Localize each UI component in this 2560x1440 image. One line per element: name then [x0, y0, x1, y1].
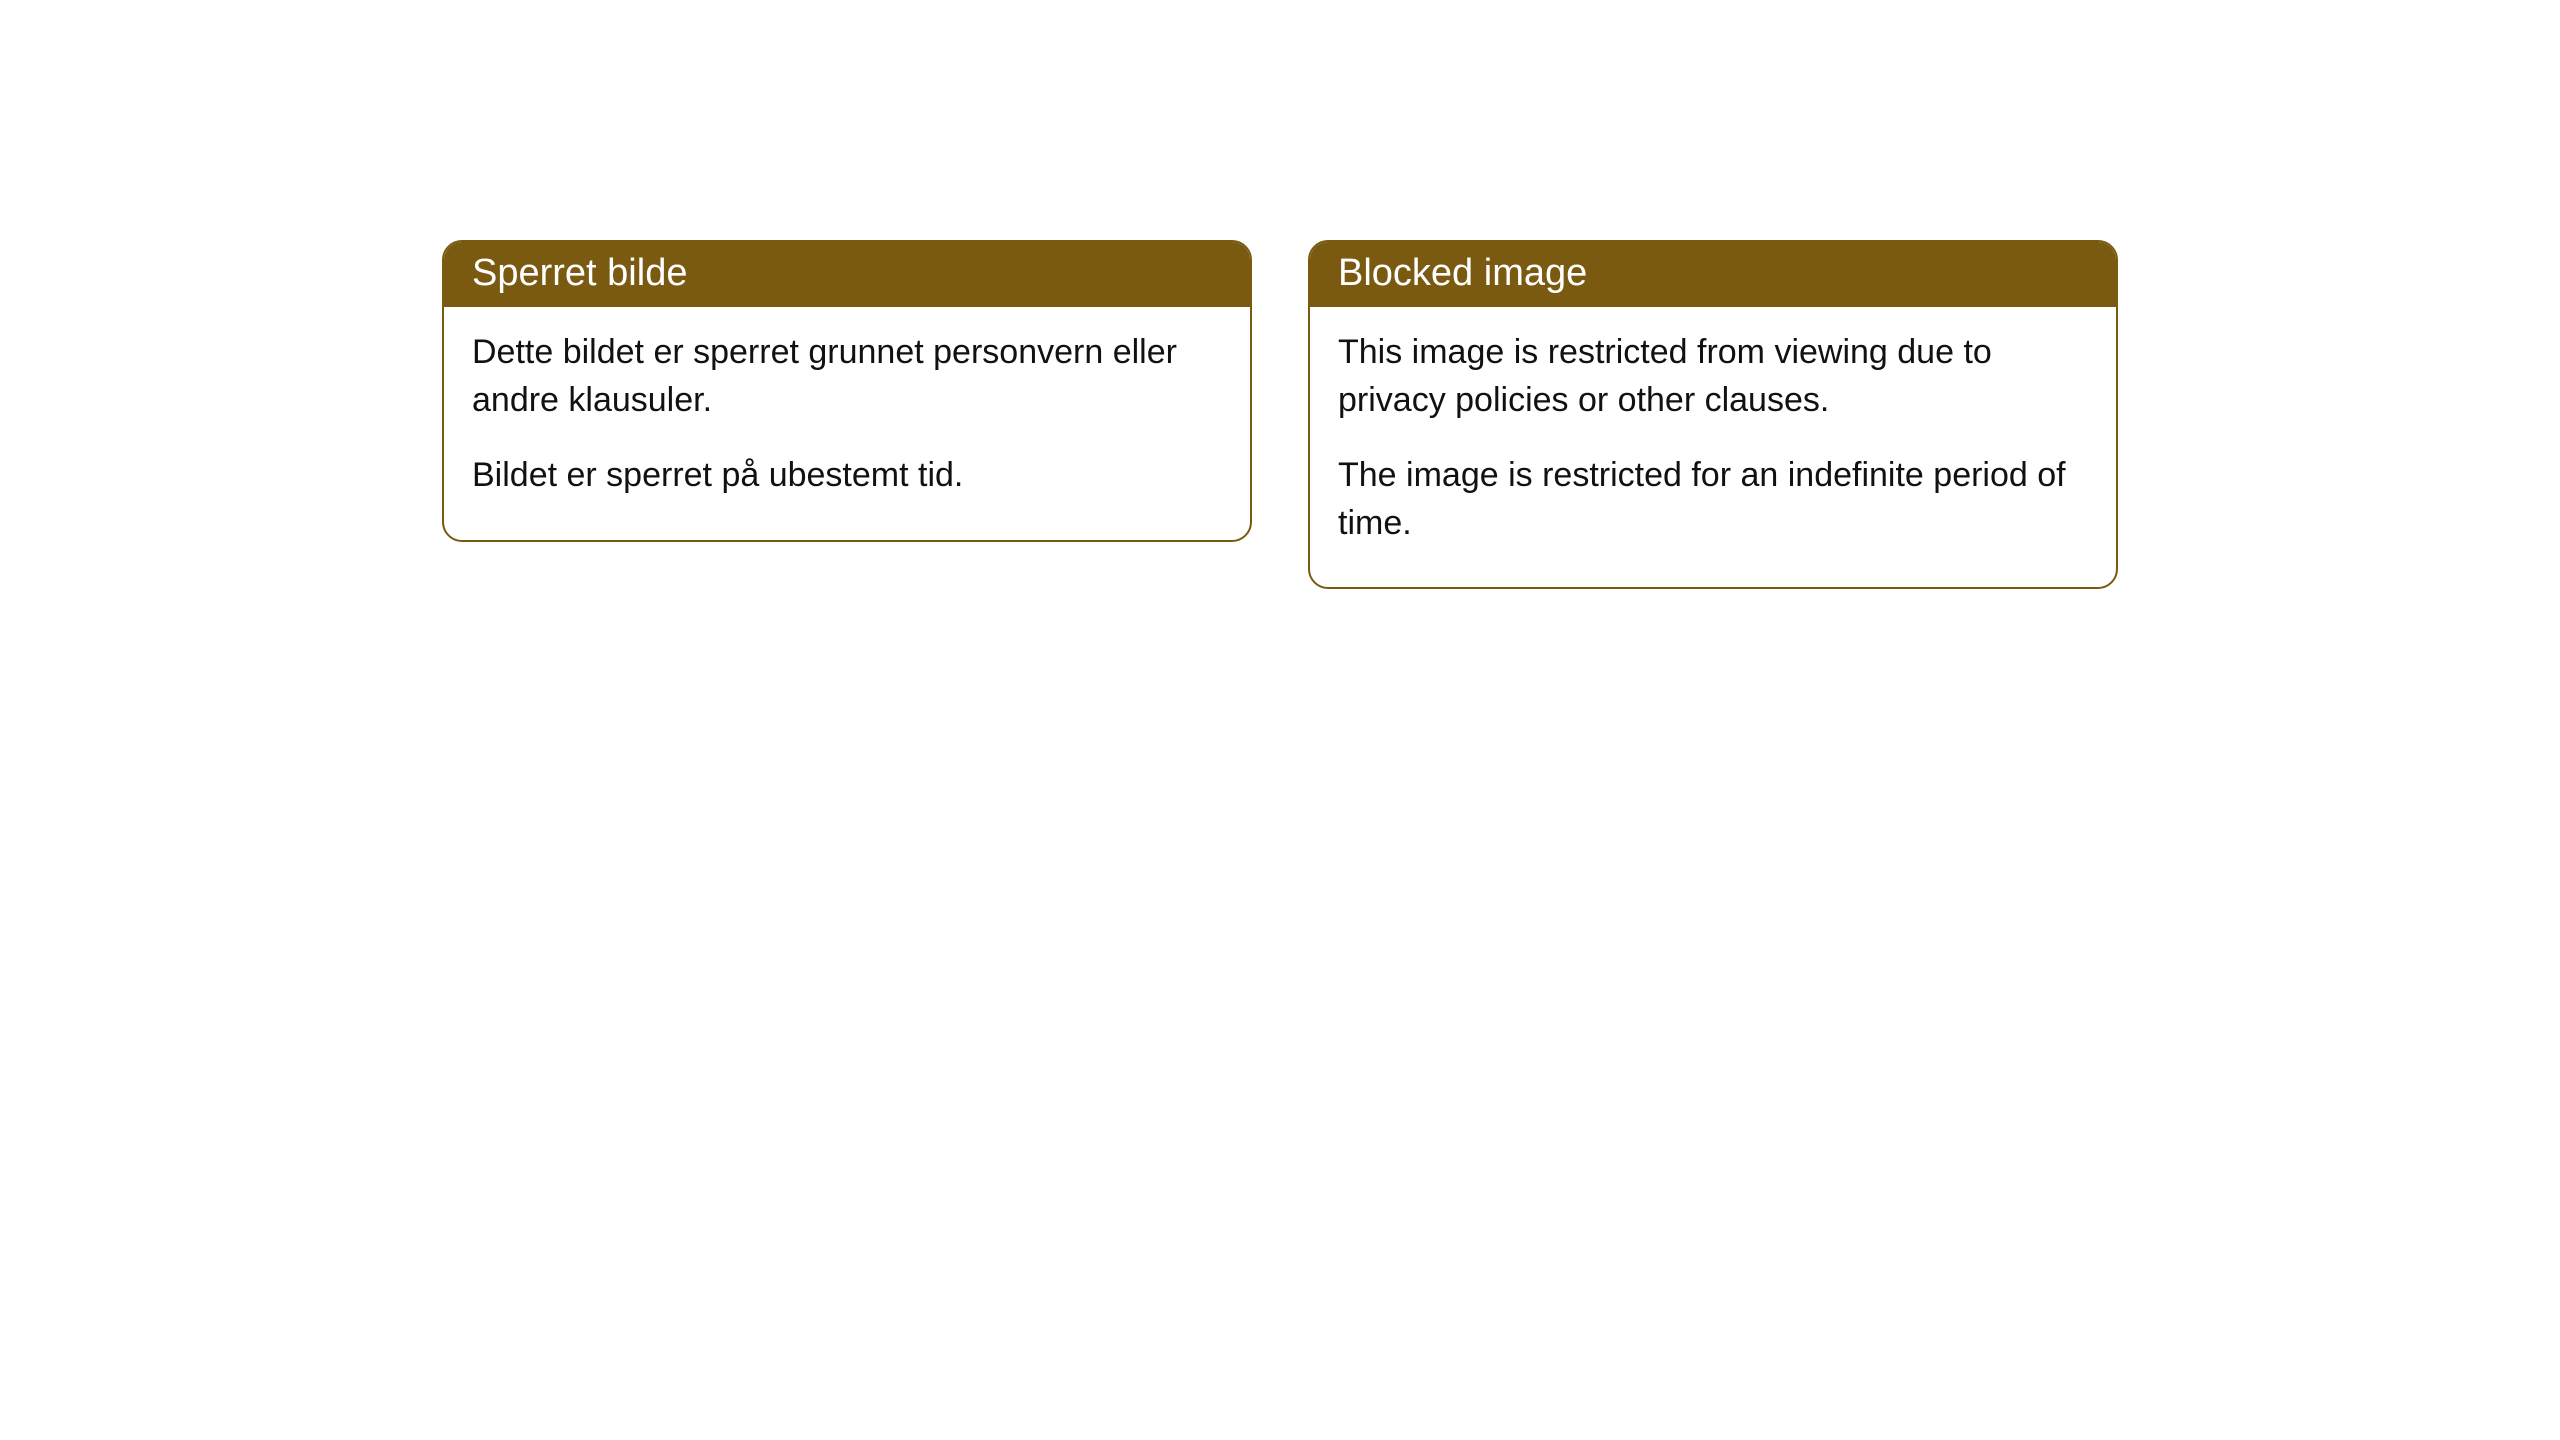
notice-paragraph: The image is restricted for an indefinit… — [1338, 452, 2088, 547]
notice-header: Sperret bilde — [444, 242, 1250, 307]
notice-paragraph: This image is restricted from viewing du… — [1338, 329, 2088, 424]
notice-box-norwegian: Sperret bilde Dette bildet er sperret gr… — [442, 240, 1252, 542]
notice-body: Dette bildet er sperret grunnet personve… — [444, 307, 1250, 540]
notice-body: This image is restricted from viewing du… — [1310, 307, 2116, 587]
notice-title: Blocked image — [1338, 252, 1587, 294]
notice-title: Sperret bilde — [472, 252, 687, 294]
notice-header: Blocked image — [1310, 242, 2116, 307]
notice-paragraph: Dette bildet er sperret grunnet personve… — [472, 329, 1222, 424]
notices-container: Sperret bilde Dette bildet er sperret gr… — [442, 240, 2118, 1440]
notice-paragraph: Bildet er sperret på ubestemt tid. — [472, 452, 1222, 500]
notice-box-english: Blocked image This image is restricted f… — [1308, 240, 2118, 589]
